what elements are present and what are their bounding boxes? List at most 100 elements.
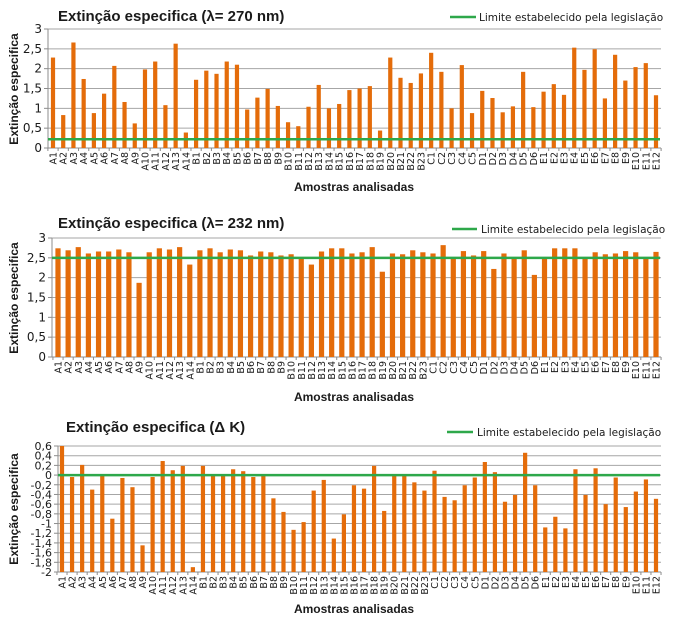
y-tick-label: -1,6 — [31, 547, 52, 560]
y-tick-label: 0 — [34, 141, 42, 155]
x-tick-label: A7 — [118, 576, 129, 589]
x-tick-label: A3 — [78, 576, 89, 589]
bar-B4 — [231, 469, 236, 572]
x-tick-label: A5 — [94, 361, 105, 374]
bar-A10 — [150, 477, 155, 572]
x-tick-label: C4 — [457, 152, 468, 165]
x-tick-label: C3 — [450, 576, 461, 589]
bar-C2 — [442, 496, 447, 572]
bar-B12 — [311, 490, 316, 572]
bar-A12 — [166, 249, 173, 357]
bar-B22 — [412, 482, 417, 572]
bar-B11 — [298, 257, 304, 357]
bar-B8 — [265, 88, 270, 148]
x-tick-label: B20 — [388, 361, 399, 380]
x-tick-label: B9 — [273, 152, 284, 165]
bar-B17 — [357, 88, 362, 148]
bar-B23 — [420, 252, 426, 357]
bar-B4 — [227, 249, 233, 357]
x-tick-label: A3 — [69, 152, 80, 165]
bar-B22 — [410, 250, 416, 357]
bar-B11 — [301, 522, 306, 572]
x-tick-label: A4 — [88, 576, 99, 589]
x-tick-label: B17 — [355, 152, 366, 171]
bar-E1 — [543, 527, 548, 572]
x-tick-label: B9 — [279, 576, 290, 589]
x-tick-label: E11 — [641, 576, 652, 594]
chart-title: Extinção especifica (λ= 270 nm) — [58, 8, 284, 25]
y-tick-label: 2,5 — [27, 251, 46, 265]
y-tick-label: 0,5 — [27, 330, 46, 344]
bar-B23 — [418, 73, 424, 148]
bar-A13 — [173, 43, 178, 148]
x-tick-label: B12 — [304, 152, 315, 171]
x-tick-label: A2 — [64, 361, 75, 374]
x-tick-label: E11 — [641, 152, 652, 170]
legend: Limite estabelecido pela legislação — [447, 427, 661, 439]
bar-C5 — [472, 477, 477, 572]
x-tick-label: B13 — [317, 361, 328, 380]
x-tick-label: E12 — [652, 361, 663, 379]
x-tick-label: B11 — [294, 152, 305, 171]
x-tick-label: B3 — [219, 576, 230, 589]
bar-E2 — [551, 84, 556, 148]
bar-C5 — [469, 113, 475, 148]
x-tick-label: D1 — [479, 361, 490, 374]
bar-B17 — [359, 252, 365, 357]
bar-B23 — [422, 490, 427, 572]
x-tick-label: D2 — [490, 576, 501, 589]
bar-B3 — [214, 73, 219, 148]
legend-label: Limite estabelecido pela legislação — [479, 12, 663, 24]
bar-B1 — [200, 465, 206, 572]
bar-B1 — [197, 250, 203, 357]
bar-E4 — [572, 248, 578, 357]
x-tick-label: B4 — [229, 576, 240, 589]
x-tick-label: A11 — [151, 152, 162, 171]
bar-C3 — [452, 500, 457, 572]
x-tick-label: C4 — [459, 361, 470, 374]
bar-B15 — [339, 248, 345, 357]
x-tick-label: B5 — [232, 152, 243, 165]
x-tick-label: E6 — [590, 152, 601, 164]
x-tick-label: B10 — [287, 361, 298, 380]
bar-D4 — [510, 106, 516, 148]
bar-E11 — [643, 63, 648, 148]
x-tick-label: E2 — [549, 152, 560, 164]
x-tick-label: D6 — [529, 152, 540, 165]
bar-B16 — [349, 253, 355, 357]
bar-B12 — [308, 264, 314, 357]
x-tick-label: A12 — [165, 361, 176, 380]
y-tick-label: 0,5 — [23, 121, 42, 135]
x-tick-label: A6 — [108, 576, 119, 589]
y-tick-label: 0,2 — [35, 459, 53, 472]
bar-A7 — [116, 249, 122, 357]
bar-E8 — [613, 54, 618, 148]
x-tick-label: D6 — [531, 576, 542, 589]
bar-D4 — [512, 494, 518, 572]
bar-E8 — [612, 253, 619, 357]
bar-E3 — [563, 528, 568, 572]
x-tick-label: B7 — [259, 576, 270, 589]
x-tick-label: E12 — [652, 576, 663, 594]
x-tick-label: E11 — [641, 361, 652, 379]
bar-D2 — [491, 268, 497, 357]
y-tick-label: 2 — [34, 62, 42, 76]
x-tick-label: B11 — [299, 576, 310, 595]
x-tick-label: B19 — [376, 152, 387, 171]
x-tick-label: B12 — [307, 361, 318, 380]
bar-A14 — [187, 264, 193, 357]
bar-B3 — [217, 252, 223, 357]
bar-A14 — [190, 567, 195, 572]
y-tick-label: 2 — [38, 271, 46, 285]
bar-A2 — [61, 115, 66, 148]
bar-A4 — [85, 253, 92, 357]
bar-E9 — [623, 80, 628, 148]
x-tick-label: B7 — [253, 152, 264, 165]
x-tick-label: B10 — [289, 576, 300, 595]
y-tick-label: -0,6 — [31, 498, 52, 511]
y-tick-label: 0,4 — [35, 450, 53, 463]
y-tick-label: -0,4 — [31, 488, 52, 501]
x-tick-label: A14 — [188, 576, 199, 595]
y-tick-label: -1,8 — [31, 556, 52, 569]
x-tick-label: B20 — [386, 152, 397, 171]
